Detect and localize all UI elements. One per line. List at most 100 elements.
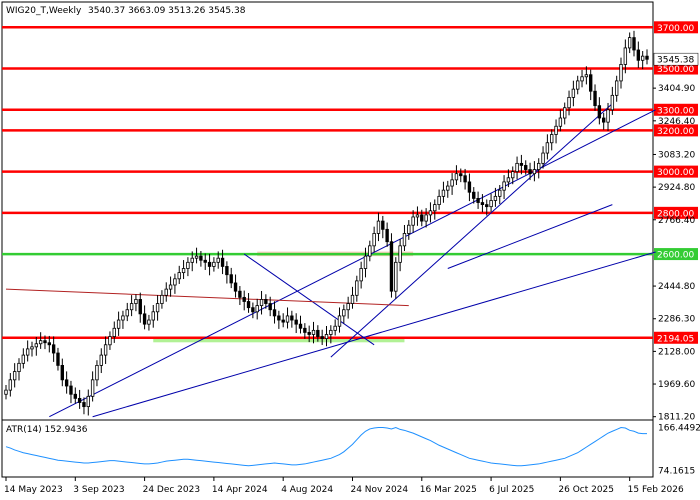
- candle-body-140: [610, 94, 615, 111]
- candle-body-97: [424, 214, 428, 222]
- candle-body-30: [134, 299, 138, 304]
- candle-body-4: [21, 354, 26, 364]
- candle-body-59: [259, 299, 264, 307]
- candle-body-106: [463, 175, 467, 183]
- candle-body-120: [524, 165, 528, 170]
- y-tick-label-3404.90: 3404.90: [658, 84, 695, 94]
- candle-body-46: [203, 259, 207, 263]
- candle-body-57: [251, 307, 255, 313]
- candle-body-20: [90, 379, 95, 397]
- candle-body-125: [545, 142, 550, 154]
- candle-body-56: [246, 301, 251, 309]
- candle-body-109: [476, 198, 480, 203]
- trendline-darkred-5: [5, 288, 409, 307]
- x-tick-label-5: 24 Nov 2024: [350, 485, 408, 495]
- candle-body-7: [34, 343, 39, 348]
- y-tick-label-2128.00: 2128.00: [658, 347, 695, 357]
- candle-body-42: [186, 261, 190, 269]
- candle-body-144: [627, 37, 632, 49]
- candle-body-137: [597, 105, 602, 119]
- candle-body-91: [398, 245, 402, 263]
- candle-body-103: [450, 179, 454, 187]
- level-label-3200.00: 3200.00: [657, 127, 694, 137]
- candle-body-22: [99, 354, 103, 366]
- candle-body-1: [8, 379, 13, 391]
- candle-body-44: [194, 255, 199, 259]
- candle-body-81: [355, 280, 359, 296]
- candle-body-73: [320, 336, 324, 339]
- candle-body-3: [17, 362, 21, 372]
- level-label-2194.05: 2194.05: [657, 334, 694, 344]
- candle-body-29: [129, 303, 134, 311]
- y-tick-label-1811.20: 1811.20: [658, 413, 695, 423]
- candle-body-92: [402, 233, 407, 247]
- candle-body-35: [155, 303, 160, 313]
- candle-body-118: [515, 162, 519, 173]
- chart-header-ohlc: 3540.37 3663.09 3513.26 3545.38: [88, 6, 246, 16]
- candle-body-36: [160, 294, 164, 304]
- candle-body-78: [342, 309, 346, 317]
- candle-body-58: [255, 305, 259, 313]
- candle-body-114: [498, 189, 502, 197]
- candle-body-93: [407, 224, 411, 234]
- candle-body-23: [103, 344, 108, 356]
- candle-body-110: [480, 202, 485, 206]
- candle-body-71: [311, 329, 316, 335]
- candle-body-139: [606, 109, 610, 123]
- candle-body-107: [467, 181, 472, 193]
- candle-body-9: [43, 340, 47, 344]
- candle-body-62: [272, 309, 277, 317]
- trendline-blue-0: [49, 109, 656, 418]
- candle-body-102: [446, 185, 450, 191]
- x-tick-label-3: 14 Apr 2024: [212, 485, 268, 495]
- y-tick-label-2924.80: 2924.80: [658, 183, 695, 193]
- candle-body-27: [121, 315, 125, 321]
- candle-body-17: [77, 397, 82, 403]
- level-tag-3200.00: [654, 124, 698, 137]
- candle-body-121: [528, 169, 532, 175]
- candle-body-132: [576, 80, 580, 90]
- candle-body-146: [636, 49, 641, 61]
- candle-body-2: [12, 371, 17, 381]
- atr-min-label: 74.1615: [658, 466, 695, 476]
- current-price-label: 3545.38: [657, 56, 694, 66]
- candle-body-21: [95, 364, 99, 381]
- candle-body-84: [368, 245, 372, 257]
- candle-body-39: [173, 278, 177, 286]
- candle-body-115: [502, 181, 506, 191]
- candle-body-119: [519, 162, 524, 166]
- candle-body-101: [441, 189, 446, 197]
- candle-body-80: [350, 294, 355, 304]
- candle-body-31: [138, 299, 142, 315]
- x-tick-label-8: 26 Oct 2025: [558, 485, 614, 495]
- x-tick-label-0: 14 May 2023: [4, 485, 63, 495]
- candle-body-75: [329, 329, 333, 335]
- candle-body-96: [420, 214, 424, 222]
- candle-body-67: [294, 319, 298, 325]
- candle-body-126: [550, 134, 554, 144]
- candle-body-43: [190, 257, 194, 263]
- level-tag-2600.00: [654, 248, 698, 261]
- x-tick-label-6: 16 Mar 2025: [420, 485, 477, 495]
- candle-body-65: [285, 315, 290, 323]
- y-tick-label-3246.40: 3246.40: [658, 117, 695, 127]
- candle-body-88: [385, 228, 389, 243]
- candle-body-32: [142, 313, 147, 325]
- trendline-blue-4: [243, 253, 375, 346]
- candle-body-16: [73, 393, 77, 399]
- candle-body-10: [47, 342, 52, 346]
- candle-body-8: [38, 340, 43, 345]
- candle-body-74: [324, 334, 329, 340]
- level-tag-3700.00: [654, 21, 698, 34]
- candle-body-0: [4, 389, 8, 395]
- candle-body-66: [290, 315, 294, 321]
- candle-body-128: [558, 117, 563, 127]
- candle-body-123: [537, 162, 541, 170]
- candle-body-24: [108, 336, 112, 346]
- x-tick-label-2: 24 Dec 2023: [143, 485, 201, 495]
- level-tag-3300.00: [654, 103, 698, 116]
- candle-body-135: [589, 74, 593, 92]
- candle-body-104: [454, 173, 459, 181]
- candle-body-53: [233, 282, 238, 292]
